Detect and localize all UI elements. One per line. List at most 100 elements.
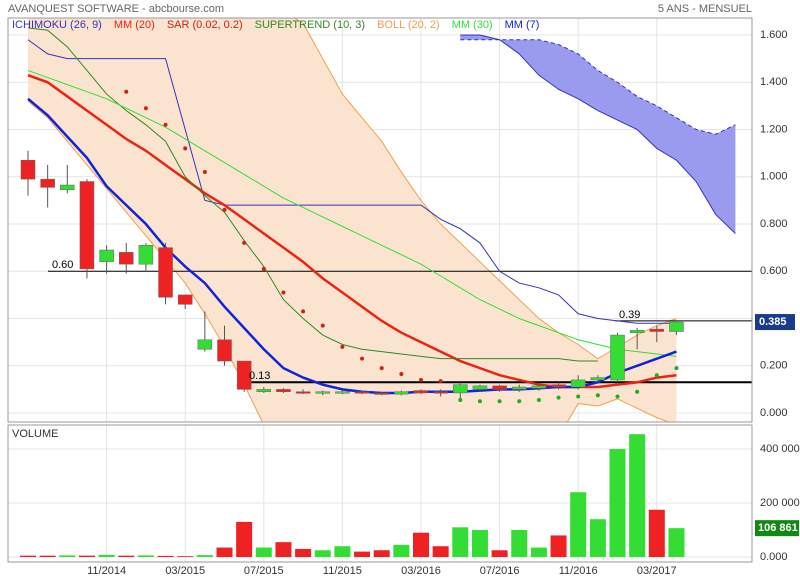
candle-body (374, 392, 389, 395)
candle-body (197, 339, 213, 350)
volume-bar (373, 550, 390, 558)
y-tick-label: 0.000 (760, 407, 788, 419)
y-tick-label: 1.400 (760, 76, 788, 88)
volume-bar (589, 519, 606, 558)
page-title: AVANQUEST SOFTWARE - abcbourse.com (8, 3, 224, 15)
volume-bar (137, 555, 154, 558)
candle-body (138, 245, 154, 265)
volume-bar (491, 550, 508, 558)
indicator-line (27, 69, 677, 357)
candle-body (60, 184, 75, 191)
candle-body (354, 391, 370, 394)
candle-body (570, 379, 586, 388)
candle-body (649, 328, 665, 332)
candle-body (472, 385, 488, 390)
level-label: 0.60 (52, 259, 73, 271)
x-tick-label: 11/2014 (87, 565, 126, 577)
candle-body (40, 178, 55, 188)
level-label: 0.39 (619, 309, 640, 321)
volume-bar (570, 492, 587, 558)
volume-bar (629, 434, 646, 558)
sar-dot (143, 106, 148, 111)
indicator-line (27, 39, 677, 324)
volume-bar (118, 555, 135, 558)
volume-bar (334, 546, 351, 558)
sar-dot (399, 372, 404, 377)
sar-dot (320, 323, 325, 328)
candle-body (276, 389, 291, 393)
y-tick-label: 200 000 (760, 497, 800, 509)
legend-entry: BOLL (20, 2) (377, 19, 440, 31)
x-tick-label: 03/2017 (637, 565, 677, 577)
y-tick-label: 0.000 (760, 551, 788, 563)
volume-bar (609, 449, 626, 558)
candle-body (119, 252, 134, 265)
volume-bar (393, 544, 410, 558)
volume-bar (511, 530, 528, 558)
sar-dot (497, 399, 502, 404)
candle-body (256, 389, 272, 393)
candle-body (158, 247, 173, 298)
sar-dot (674, 366, 679, 371)
candle-body (453, 384, 468, 394)
y-tick-label: 1.000 (760, 171, 788, 183)
candle-body (413, 390, 429, 394)
sar-dot (242, 240, 247, 245)
sar-dot (163, 122, 168, 127)
last-price-label: 0.385 (759, 316, 787, 328)
candle-body (394, 391, 409, 395)
volume-bar (668, 528, 685, 558)
sar-dot (536, 398, 541, 403)
volume-bar (78, 555, 95, 558)
legend-entry: MM (30) (452, 19, 493, 31)
candle-body (335, 391, 350, 394)
volume-bar (275, 542, 292, 558)
volume-bar (530, 547, 547, 558)
sar-dot (615, 394, 620, 399)
x-tick-label: 07/2015 (244, 565, 284, 577)
x-tick-label: 11/2015 (323, 565, 362, 577)
volume-frame (7, 424, 753, 563)
ichimoku-span-a (460, 39, 736, 135)
volume-bar (20, 555, 36, 558)
sar-dot (379, 366, 384, 371)
volume-bar (648, 509, 665, 558)
candle-body (99, 249, 114, 263)
x-tick-label: 03/2016 (401, 565, 441, 577)
ichimoku-cloud (460, 35, 736, 234)
volume-bar (196, 555, 213, 558)
candle-body (669, 321, 684, 332)
volume-bar (236, 521, 253, 558)
volume-bar (295, 548, 312, 558)
volume-panel (8, 425, 752, 562)
legend-entry: ICHIMOKU (26, 9) (12, 19, 102, 31)
legend-entry: MM (7) (505, 19, 540, 31)
sar-dot (419, 377, 423, 382)
sar-dot (438, 379, 443, 384)
volume-bar (471, 530, 488, 558)
volume-bar (59, 555, 76, 558)
candle-body (629, 330, 645, 333)
volume-bar (413, 532, 429, 558)
sar-dot (183, 146, 188, 151)
ichimoku-span-b (460, 34, 736, 234)
volume-bar (255, 547, 272, 558)
y-tick-label: 1.200 (760, 123, 788, 135)
sar-dot (360, 356, 365, 361)
period-label: 5 ANS - MENSUEL (658, 3, 752, 15)
candle-body (551, 384, 566, 388)
volume-bar (314, 550, 331, 558)
last-price-tag (755, 314, 795, 331)
sar-dot (477, 399, 482, 404)
candle-body (79, 181, 95, 270)
candle-body (610, 334, 625, 381)
x-tick-label: 11/2016 (559, 565, 598, 577)
bollinger-lower (27, 100, 671, 422)
candle-body (236, 360, 252, 390)
price-frame (7, 17, 753, 423)
legend-entry: SAR (0.02, 0.2) (167, 19, 243, 31)
candle-body (492, 385, 507, 390)
indicator-line (27, 27, 598, 362)
candle-body (20, 159, 36, 180)
